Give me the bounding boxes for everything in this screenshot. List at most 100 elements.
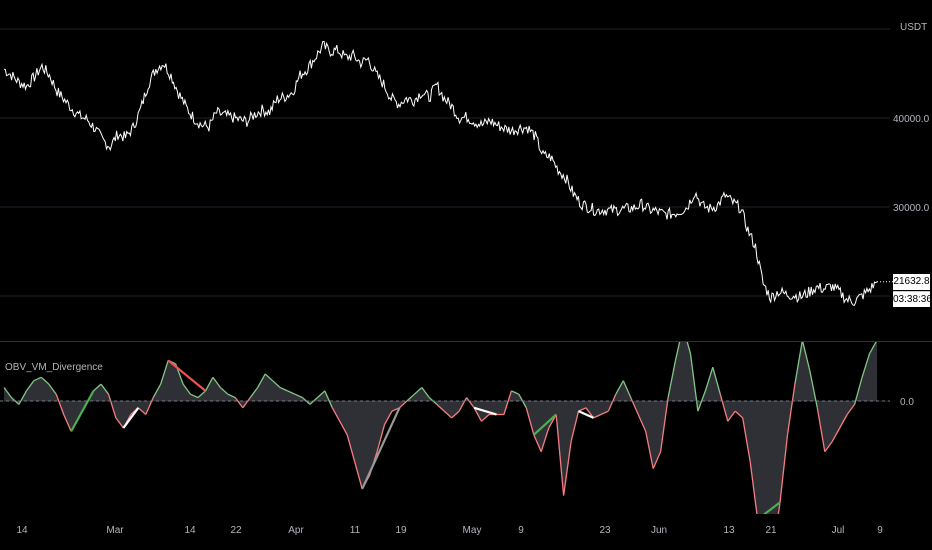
oscillator-pane[interactable]: 0.0-400.0 [0,342,932,514]
time-axis-label: 22 [230,525,242,536]
osc-line-segment [719,394,729,422]
osc-line-segment [794,342,803,385]
osc-axis-tick-label: 0.0 [900,397,914,408]
osc-line-segment [533,434,542,452]
divergence-line [167,359,207,392]
price-chart[interactable]: USDT 40000.0 30000.0 [0,0,932,341]
osc-line-segment [204,376,214,392]
time-axis-label: 13 [723,525,735,536]
osc-line-segment [294,393,303,399]
osc-line-segment [712,367,721,395]
time-axis-label: 21 [765,525,777,536]
osc-line-segment [227,393,236,399]
osc-line-segment [555,414,565,496]
osc-line-segment [107,394,117,419]
osc-line-segment [630,397,639,415]
divergence-line [361,407,401,490]
time-axis-label: 19 [395,525,407,536]
osc-line-segment [339,420,348,436]
osc-line-segment [839,414,848,429]
osc-line-segment [570,410,580,442]
osc-line-segment [383,410,393,426]
osc-line-segment [324,390,333,409]
oscillator-chart[interactable]: 0.0-400.0 [0,342,932,514]
time-axis-label: 9 [518,525,524,536]
osc-line-segment [115,417,124,429]
osc-line-segment [481,414,490,422]
osc-line-segment [234,397,244,409]
osc-line-segment [279,386,288,392]
osc-line-segment [399,400,408,409]
osc-line-segment [540,427,550,452]
osc-line-segment [406,393,415,402]
osc-line-segment [689,353,699,412]
time-axis[interactable]: 14 Mar 14 22 Apr 11 19 May 9 23 Jun 13 21 Jul 9 [0,514,932,550]
osc-line-segment [152,383,162,398]
osc-line-segment [458,397,468,412]
osc-line-segment [659,397,669,452]
time-axis-label: Mar [106,525,124,536]
time-axis-labels[interactable]: 14 Mar 14 22 Apr 11 19 May 9 23 Jun 13 21 Jul 9 [0,514,932,550]
osc-line-segment [242,397,251,409]
osc-line-segment [33,376,42,382]
divergence-line [70,390,95,432]
osc-line-segment [600,410,609,416]
osc-line-segment [316,390,326,399]
osc-line-segment [779,434,789,503]
osc-line-segment [622,380,632,398]
osc-line-segment [421,387,430,398]
price-chart-pane[interactable]: USDT 40000.0 30000.0 21632.8 03:38:36 [0,0,932,341]
osc-line-segment [264,373,274,382]
osc-line-segment [3,387,13,398]
osc-line-segment [473,407,483,422]
bar-countdown-label: 03:38:36 [893,291,932,307]
time-axis-label: Apr [288,525,304,536]
osc-line-segment [734,410,744,419]
time-axis-label: 23 [599,525,611,536]
divergence-line [762,501,781,514]
osc-line-segment [63,414,72,432]
osc-line-segment [145,397,154,415]
time-axis-label: Jun [651,525,667,536]
osc-line-segment [562,441,572,496]
osc-line-segment [802,342,811,371]
osc-line-segment [137,407,147,415]
osc-line-segment [667,360,677,398]
osc-line-segment [637,414,647,432]
osc-line-segment [219,387,229,395]
osc-line-segment [809,370,818,408]
osc-line-segment [868,342,877,355]
osc-line-segment [824,441,833,453]
osc-line-segment [593,413,602,419]
price-axis-tick-label: 30000.0 [893,203,930,214]
osc-line-segment [674,342,681,361]
osc-line-segment [272,380,281,388]
osc-line-segment [93,383,102,392]
osc-line-segment [511,390,520,395]
osc-line-segment [697,390,707,412]
osc-line-segment [451,410,460,419]
divergence-line [122,407,140,429]
last-price-label: 21632.8 [893,274,930,290]
osc-line-segment [786,384,796,435]
osc-line-segment [331,407,341,422]
osc-line-segment [704,367,714,392]
price-axis-tick-label: 40000.0 [893,114,930,125]
time-axis-label: 14 [16,525,28,536]
indicator-title[interactable]: OBV_VM_Divergence [5,362,103,373]
osc-line-segment [853,377,863,405]
osc-line-segment [686,342,692,354]
osc-line-segment [443,410,453,419]
osc-line-segment [503,390,513,415]
time-axis-label: 11 [350,525,361,536]
osc-line-segment [645,431,654,469]
osc-line-segment [190,393,199,399]
osc-line-segment [861,353,871,378]
osc-line-segment [182,383,192,395]
osc-line-segment [777,502,781,514]
osc-line-segment [48,383,57,395]
pane-separator[interactable] [0,341,932,342]
osc-line-segment [413,387,423,395]
osc-line-segment [18,390,27,405]
osc-line-segment [846,404,856,415]
